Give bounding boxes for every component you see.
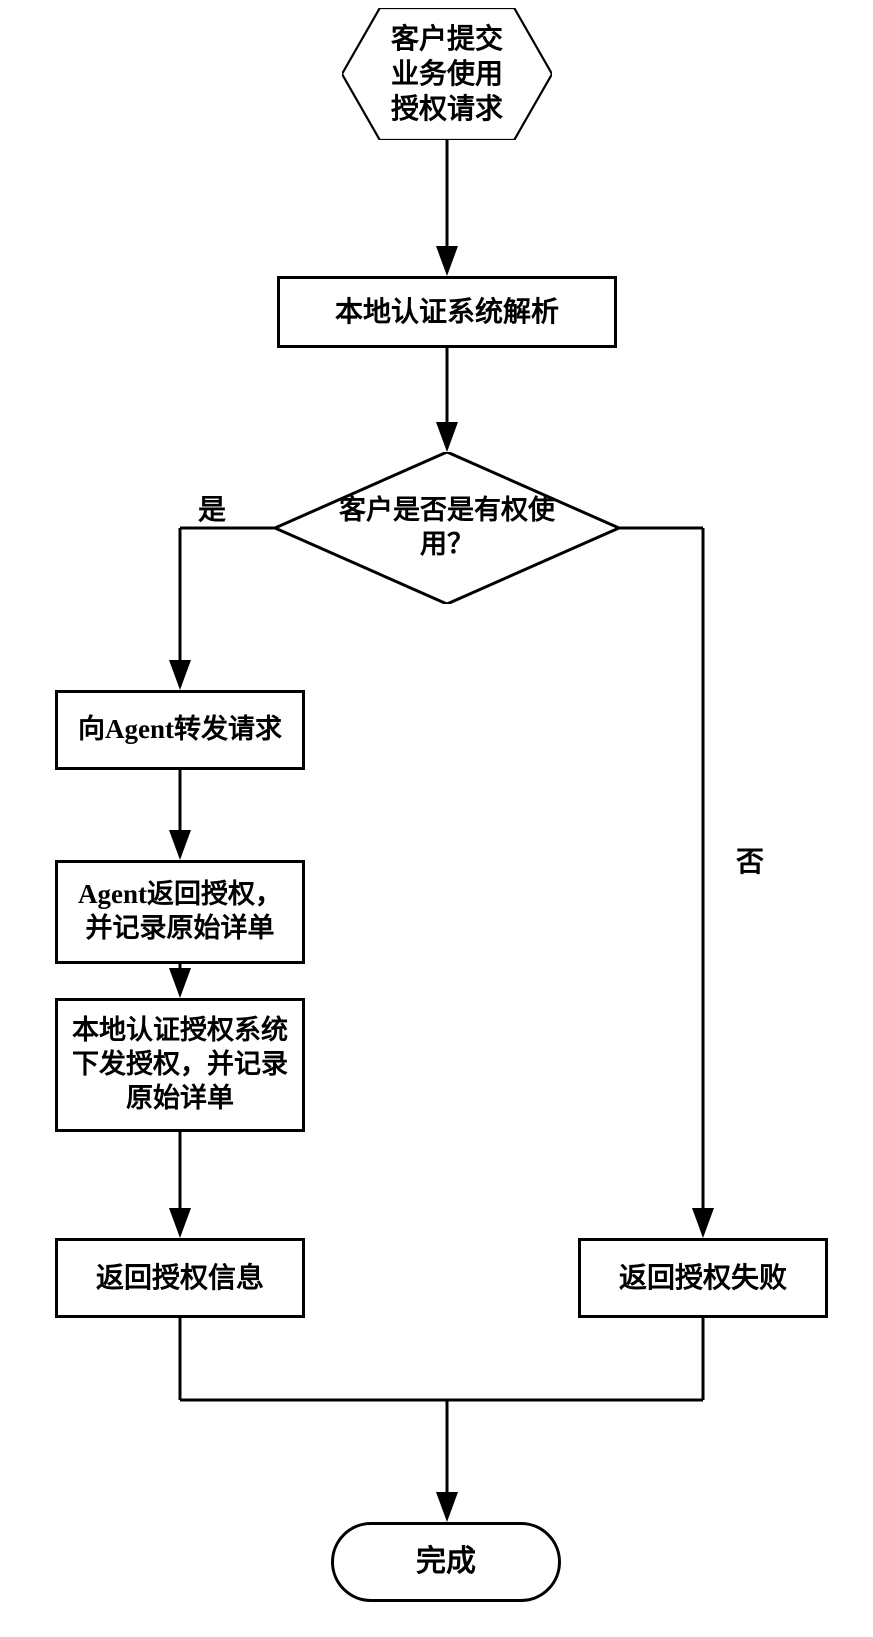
end-node-label: 完成 — [416, 1543, 476, 1581]
yes-label: 是 — [198, 488, 226, 528]
no-label: 否 — [736, 840, 764, 880]
decision-node-label: 客户是否是有权使用？ — [339, 494, 555, 562]
return-info-node: 返回授权信息 — [55, 1238, 305, 1318]
parse-node: 本地认证系统解析 — [277, 276, 617, 348]
end-node: 完成 — [331, 1522, 561, 1602]
forward-node: 向Agent转发请求 — [55, 690, 305, 770]
decision-node: 客户是否是有权使用？ — [275, 452, 619, 604]
start-node-label: 客户提交业务使用授权请求 — [391, 22, 503, 127]
return-info-node-label: 返回授权信息 — [96, 1261, 264, 1296]
forward-node-label: 向Agent转发请求 — [78, 713, 282, 747]
local-issue-node: 本地认证授权系统下发授权，并记录原始详单 — [55, 998, 305, 1132]
start-node: 客户提交业务使用授权请求 — [342, 8, 552, 140]
return-fail-node-label: 返回授权失败 — [619, 1261, 787, 1296]
parse-node-label: 本地认证系统解析 — [335, 295, 559, 330]
agent-return-node-label: Agent返回授权，并记录原始详单 — [78, 878, 282, 946]
return-fail-node: 返回授权失败 — [578, 1238, 828, 1318]
agent-return-node: Agent返回授权，并记录原始详单 — [55, 860, 305, 964]
local-issue-node-label: 本地认证授权系统下发授权，并记录原始详单 — [72, 1014, 288, 1115]
